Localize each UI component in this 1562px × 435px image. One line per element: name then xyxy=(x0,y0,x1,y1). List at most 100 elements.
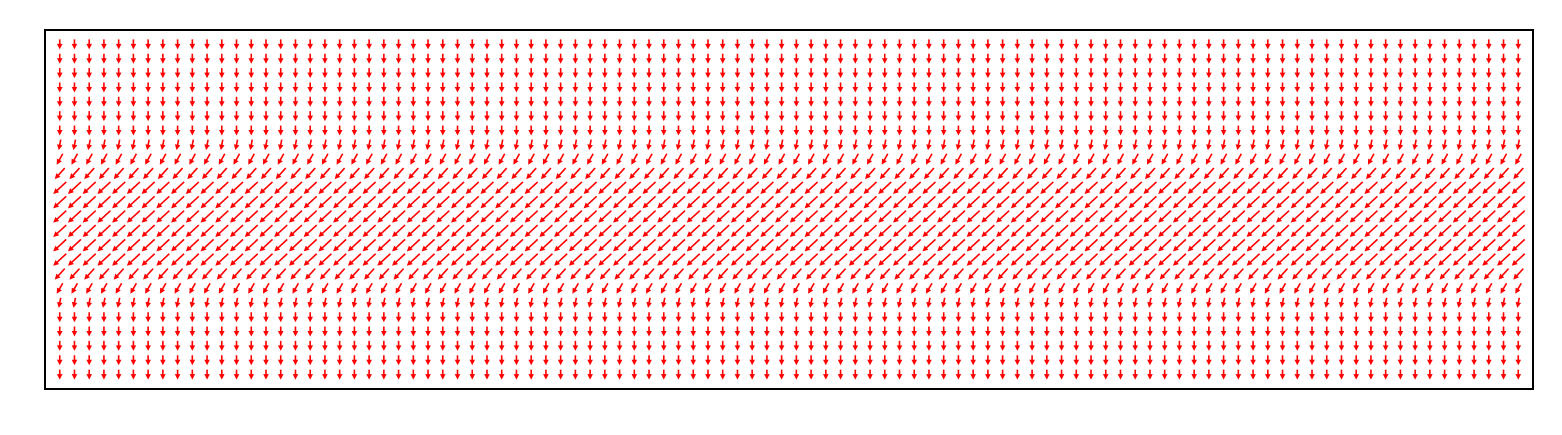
arrow xyxy=(174,369,181,380)
arrow xyxy=(1174,167,1186,180)
arrow xyxy=(292,96,299,107)
arrow xyxy=(1250,282,1257,294)
arrow xyxy=(1073,312,1080,323)
arrow xyxy=(204,297,210,308)
arrow xyxy=(981,253,995,266)
arrow xyxy=(454,125,461,136)
arrow xyxy=(848,195,863,209)
arrow xyxy=(1441,139,1448,151)
arrow xyxy=(613,224,627,238)
arrow xyxy=(322,369,328,380)
arrow xyxy=(926,326,932,337)
arrow xyxy=(263,297,269,308)
arrow xyxy=(616,369,623,380)
arrow xyxy=(716,195,730,209)
arrow xyxy=(1117,139,1124,151)
arrow xyxy=(465,253,480,266)
arrow xyxy=(981,181,995,194)
arrow xyxy=(926,312,932,323)
arrow xyxy=(1113,253,1128,266)
arrow xyxy=(1467,210,1482,223)
arrow xyxy=(480,210,495,223)
arrow xyxy=(1456,340,1463,351)
arrow xyxy=(156,224,170,238)
arrow xyxy=(513,282,521,294)
arrow xyxy=(156,238,170,252)
arrow xyxy=(1382,326,1389,337)
arrow xyxy=(881,111,888,122)
arrow xyxy=(764,53,770,64)
arrow xyxy=(528,153,535,165)
arrow xyxy=(1235,39,1242,50)
arrow xyxy=(1044,53,1050,64)
arrow xyxy=(56,82,63,93)
arrow xyxy=(940,68,947,79)
arrow xyxy=(661,297,667,308)
arrow xyxy=(1250,153,1257,165)
arrow xyxy=(557,326,564,337)
arrow xyxy=(248,297,255,308)
arrow xyxy=(837,68,844,79)
arrow xyxy=(1231,181,1246,194)
arrow xyxy=(465,238,480,252)
arrow xyxy=(568,195,583,209)
arrow xyxy=(307,282,314,294)
arrow xyxy=(907,238,922,252)
arrow xyxy=(705,82,711,93)
arrow xyxy=(1393,224,1408,238)
arrow xyxy=(1441,53,1448,64)
arrow xyxy=(498,125,505,136)
arrow xyxy=(793,82,800,93)
arrow xyxy=(1486,312,1492,323)
arrow xyxy=(1379,210,1393,223)
arrow xyxy=(351,153,359,165)
arrow xyxy=(778,312,785,323)
arrow xyxy=(86,312,92,323)
arrow xyxy=(451,253,465,266)
arrow xyxy=(112,181,126,194)
arrow xyxy=(498,153,506,165)
arrow xyxy=(115,96,122,107)
arrow xyxy=(307,326,313,337)
arrow xyxy=(244,195,259,209)
arrow xyxy=(1144,167,1156,180)
arrow xyxy=(274,238,288,252)
arrow xyxy=(1248,167,1259,180)
arrow xyxy=(126,195,141,209)
arrow xyxy=(823,326,829,337)
arrow xyxy=(1261,253,1275,266)
arrow xyxy=(819,238,833,252)
arrow xyxy=(631,125,638,136)
arrow xyxy=(513,139,520,151)
arrow xyxy=(1044,355,1050,366)
arrow xyxy=(1279,340,1286,351)
arrow xyxy=(259,195,274,209)
arrow xyxy=(160,39,166,50)
arrow xyxy=(215,210,229,223)
arrow xyxy=(185,238,200,252)
arrow xyxy=(690,282,697,294)
arrow xyxy=(322,297,328,308)
arrow xyxy=(893,210,907,223)
arrow xyxy=(675,96,682,107)
arrow xyxy=(454,326,461,337)
arrow xyxy=(1321,167,1333,180)
arrow xyxy=(57,139,63,151)
arrow xyxy=(1498,268,1510,280)
arrow xyxy=(613,253,627,266)
arrow xyxy=(1246,253,1261,266)
arrow xyxy=(923,268,935,280)
arrow xyxy=(1158,224,1172,238)
arrow xyxy=(1128,238,1143,252)
arrow xyxy=(557,139,564,151)
arrow xyxy=(115,53,122,64)
arrow xyxy=(1014,153,1022,165)
arrow xyxy=(1217,181,1231,194)
arrow xyxy=(940,96,947,107)
arrow xyxy=(613,181,627,194)
arrow xyxy=(1309,326,1315,337)
arrow xyxy=(539,253,553,266)
arrow xyxy=(1172,253,1187,266)
arrow xyxy=(1250,68,1256,79)
arrow xyxy=(572,312,579,323)
